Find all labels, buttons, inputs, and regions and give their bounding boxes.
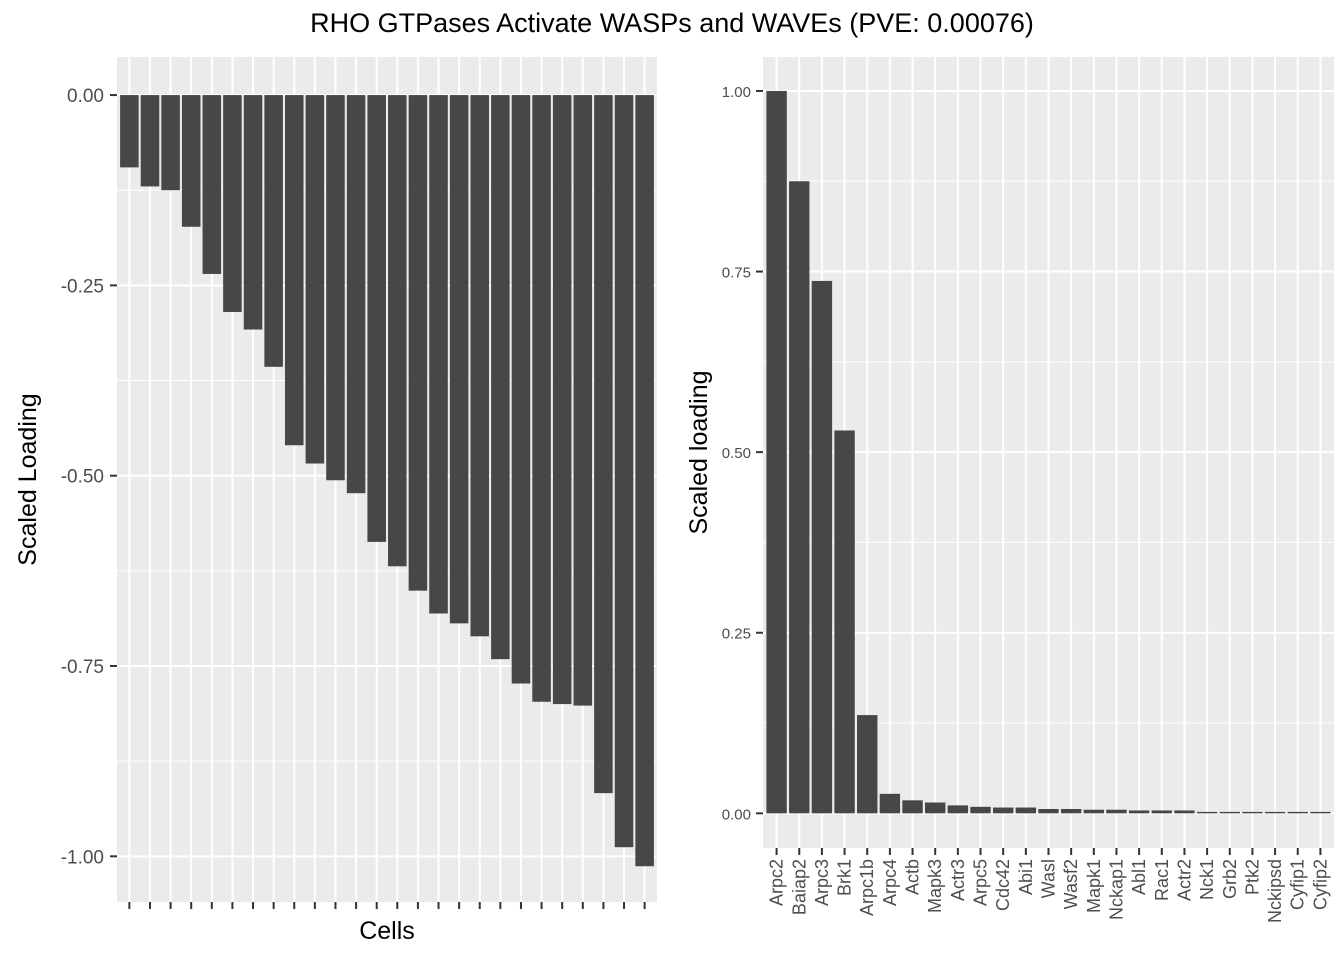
left-bar-11 (326, 95, 345, 481)
right-bar-arpc4 (879, 793, 901, 814)
left-x-ticks (128, 902, 646, 909)
left-bar-6 (223, 95, 242, 313)
right-bar-grb2 (1219, 811, 1240, 814)
right-bar-arpc2 (766, 90, 787, 814)
right-x-tick-label: Arpc1b (857, 859, 877, 916)
right-x-tick-label: Rac1 (1152, 859, 1172, 901)
right-x-tick-label: Cyfip2 (1310, 859, 1330, 910)
right-x-tick-label: Nckap1 (1106, 859, 1126, 920)
right-bar-baiap2 (789, 181, 810, 814)
right-bar-cdc42 (992, 807, 1014, 814)
right-x-tick-label: Mapk3 (925, 859, 945, 913)
right-bar-rac1 (1151, 810, 1172, 814)
left-chart: 0.00 -0.25 -0.50 -0.75 -1.00 Cells Scaled Lo… (14, 57, 657, 945)
right-y-axis-title: Scaled loading (685, 370, 713, 534)
left-y-tick-label: -0.75 (61, 657, 104, 678)
left-bar-18 (470, 95, 490, 637)
left-bar-14 (388, 95, 407, 567)
right-bar-cyfip1 (1287, 811, 1308, 814)
left-y-axis-title: Scaled Loading (14, 393, 42, 565)
right-bar-actr3 (947, 805, 969, 814)
left-bar-24 (594, 95, 613, 794)
left-bar-13 (367, 95, 386, 542)
left-bar-26 (635, 95, 654, 867)
right-bar-nckipsd (1264, 811, 1286, 814)
right-x-tick-label: Arpc2 (767, 859, 787, 906)
left-bar-21 (532, 95, 551, 702)
figure-title: RHO GTPases Activate WASPs and WAVEs (PV… (310, 8, 1034, 38)
right-x-tick-label: Brk1 (835, 859, 855, 896)
right-x-tick-label: Nck1 (1197, 859, 1217, 900)
right-x-axis: Arpc2 Baiap2 Arpc3 Brk1 Arpc1b Arpc4 Actb Mapk3… (767, 848, 1330, 923)
right-x-tick-label: Actb (903, 859, 923, 895)
left-bar-5 (202, 95, 222, 274)
left-bar-20 (511, 95, 531, 684)
left-bar-22 (552, 95, 572, 705)
right-bar-arpc5 (970, 806, 991, 814)
right-x-tick-label: Arpc5 (971, 859, 991, 906)
left-bar-12 (346, 95, 366, 494)
right-bar-mapk3 (925, 802, 946, 814)
right-bar-nck1 (1196, 811, 1218, 814)
right-x-tick-label: Cdc42 (993, 859, 1013, 911)
left-bar-7 (243, 95, 263, 330)
right-x-tick-label: Actr2 (1174, 859, 1194, 901)
left-bar-16 (429, 95, 448, 614)
right-y-tick-label: 1.00 (722, 84, 751, 101)
right-y-tick-label: 0.50 (722, 445, 751, 462)
right-bar-arpc1b (857, 715, 878, 814)
left-y-tick-label: -0.50 (61, 467, 104, 488)
left-bar-23 (573, 95, 593, 706)
right-bar-ptk2 (1242, 811, 1263, 814)
left-y-axis: 0.00 -0.25 -0.50 -0.75 -1.00 (61, 86, 117, 868)
left-bar-10 (305, 95, 325, 464)
right-x-tick-label: Mapk1 (1084, 859, 1104, 913)
right-x-tick-label: Abi1 (1016, 859, 1036, 895)
left-bar-1 (120, 95, 139, 168)
right-bar-actr2 (1174, 810, 1195, 814)
right-x-tick-label: Wasf2 (1061, 859, 1081, 909)
right-x-tick-label: Arpc3 (812, 859, 832, 906)
right-x-tick-label: Grb2 (1220, 859, 1240, 899)
left-bar-17 (449, 95, 469, 624)
right-x-tick-label: Wasl (1039, 859, 1059, 898)
right-bars (766, 90, 1331, 814)
right-bar-arpc3 (811, 280, 833, 814)
right-x-tick-label: Actr3 (948, 859, 968, 901)
right-y-axis: 0.00 0.25 0.50 0.75 1.00 (722, 84, 763, 823)
left-bars (120, 95, 654, 867)
left-y-tick-label: 0.00 (67, 86, 104, 107)
left-bar-3 (161, 95, 180, 191)
right-chart: 0.00 0.25 0.50 0.75 1.00 Arpc2 Baiap2 Arpc3 Brk… (685, 57, 1334, 923)
right-bar-brk1 (834, 430, 855, 814)
right-bar-wasl (1038, 808, 1059, 814)
right-bar-nckap1 (1106, 809, 1127, 814)
left-bar-19 (491, 95, 510, 660)
left-y-tick-label: -1.00 (61, 847, 104, 868)
right-bar-abl1 (1128, 810, 1150, 814)
left-bar-25 (614, 95, 634, 848)
right-bar-mapk1 (1083, 809, 1105, 814)
right-y-tick-label: 0.00 (722, 806, 751, 823)
right-y-tick-label: 0.25 (722, 626, 751, 643)
left-bar-4 (181, 95, 201, 227)
left-bar-8 (264, 95, 283, 367)
right-y-tick-label: 0.75 (722, 265, 751, 282)
right-x-tick-label: Nckipsd (1265, 859, 1285, 923)
left-bar-15 (408, 95, 428, 591)
right-x-tick-label: Ptk2 (1242, 859, 1262, 895)
left-y-tick-label: -0.25 (61, 276, 104, 297)
left-x-axis-title: Cells (359, 917, 415, 945)
right-x-tick-label: Baiap2 (789, 859, 809, 915)
left-bar-2 (140, 95, 160, 187)
right-bar-cyfip2 (1310, 811, 1331, 814)
right-bar-abi1 (1015, 807, 1037, 814)
right-x-tick-label: Abl1 (1129, 859, 1149, 895)
left-bar-9 (284, 95, 304, 446)
right-x-tick-label: Cyfip1 (1288, 859, 1308, 910)
right-bar-wasf2 (1060, 808, 1082, 814)
right-bar-actb (902, 800, 923, 814)
right-x-tick-label: Arpc4 (880, 859, 900, 906)
